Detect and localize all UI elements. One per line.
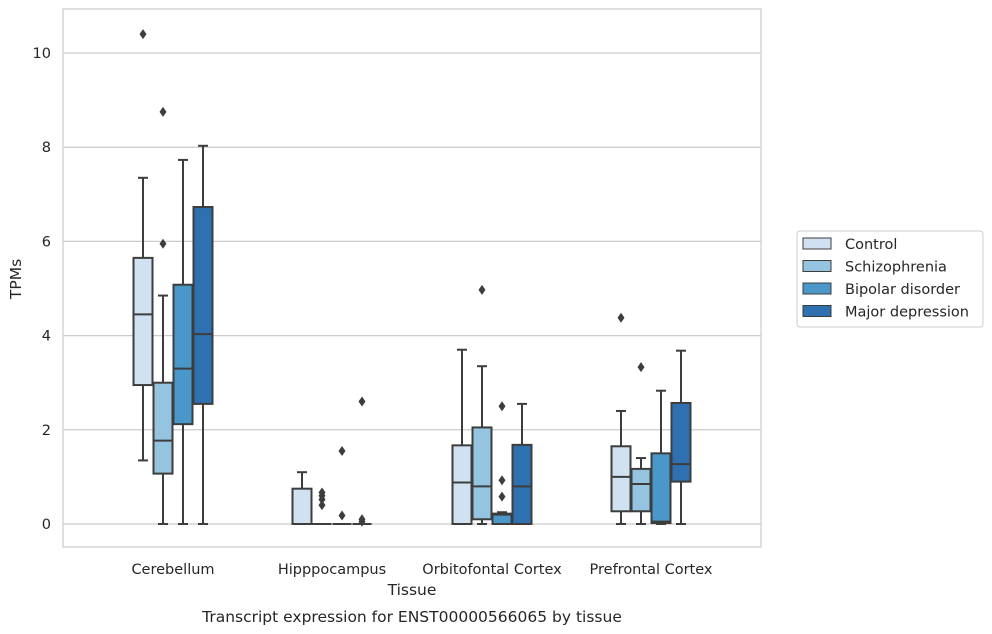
x-tick-label: Hipppocampus [278,562,386,578]
box-plot [451,348,473,525]
outlier-point [498,475,506,486]
box-plot [610,312,632,525]
box-plot [291,471,313,525]
box-iqr [132,256,154,387]
outlier-point [159,238,167,249]
outlier-point [358,396,366,407]
box-iqr [451,444,473,525]
series-schizophrenia [152,106,652,525]
legend-label: Major depression [845,305,969,321]
box-plot [332,445,352,525]
y-tick-label: 2 [42,423,51,439]
y-tick-label: 8 [42,140,51,156]
outlier-point [358,514,366,525]
y-tick-label: 6 [42,234,51,250]
chart-caption: Transcript expression for ENST0000056606… [201,608,622,626]
series-bipolar-disorder [172,158,672,525]
box-iqr [291,487,313,525]
box-plot [192,144,214,525]
outlier-point [338,445,346,456]
box-iqr [172,283,194,426]
y-tick-label: 0 [42,517,51,533]
box-plot-series [132,29,692,527]
legend-frame [796,230,984,328]
box-iqr [511,443,533,526]
series-control [132,29,632,525]
box-plot [312,487,332,525]
y-tick-label: 10 [33,46,51,62]
box-plot [172,158,194,525]
y-axis-label: TPMs [7,259,25,300]
box-iqr [152,381,174,475]
box-plot [152,106,174,525]
box-plot [511,402,533,526]
box-iqr [650,452,672,525]
x-tick-label: Orbitofontal Cortex [422,562,562,578]
box-iqr [192,206,214,405]
outlier-point [617,312,625,323]
box-plot [352,396,372,527]
outlier-point [139,29,147,40]
box-plot [471,284,493,525]
box-plot [630,362,652,525]
x-tick-labels: Cerebellum Hipppocampus Orbitofontal Corte… [131,562,712,578]
legend-entries: Control Schizophrenia Bipolar disorder Majo… [802,237,969,321]
outlier-point [318,487,326,498]
series-major-depression [192,144,692,527]
x-axis-label: Tissue [387,581,437,599]
x-tick-label: Cerebellum [131,562,214,578]
legend-label: Schizophrenia [845,260,947,276]
legend-swatch [802,260,832,272]
legend-swatch [802,305,832,317]
box-plot [670,349,692,525]
legend: Control Schizophrenia Bipolar disorder Majo… [796,230,984,328]
outlier-point [637,362,645,373]
box-iqr [630,467,652,513]
box-iqr [670,401,692,483]
box-iqr [471,426,493,521]
box-plot [650,389,672,525]
y-tick-label: 4 [42,329,51,345]
legend-label: Bipolar disorder [845,282,960,298]
outlier-point [338,510,346,521]
outlier-point [159,106,167,117]
legend-swatch [802,282,832,295]
legend-swatch [802,237,832,250]
box-plot [491,401,513,525]
plot-frame [62,8,762,548]
box-plot [132,29,154,462]
outlier-point [498,491,506,502]
x-tick-label: Prefrontal Cortex [590,562,713,578]
legend-label: Control [845,237,897,253]
outlier-point [318,500,326,511]
outlier-point [498,401,506,412]
outlier-point [478,284,486,295]
y-tick-labels: 0 2 4 6 8 10 [33,46,51,533]
box-iqr [610,445,632,513]
